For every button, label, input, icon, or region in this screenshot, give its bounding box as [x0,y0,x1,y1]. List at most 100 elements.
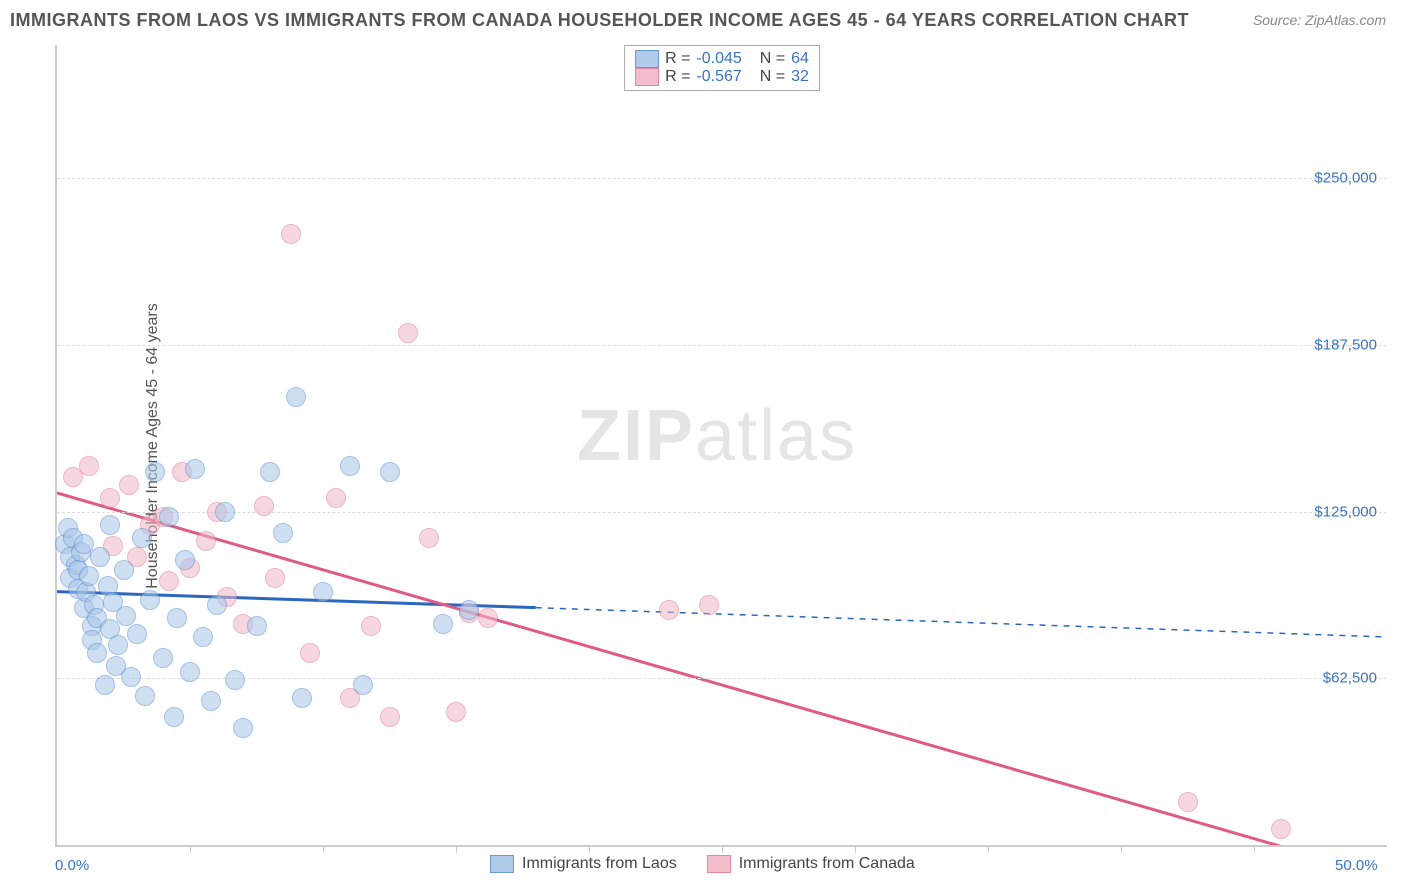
watermark-light: atlas [695,396,857,476]
x-tick [1254,845,1255,853]
x-tick-label: 50.0% [1335,857,1378,874]
laos-point [87,643,107,663]
laos-point [145,462,165,482]
swatch-laos-icon [635,50,659,68]
laos-point [459,600,479,620]
canada-point [380,707,400,727]
plot-area: ZIPatlas R = -0.045 N = 64 R = -0.567 N … [55,45,1387,847]
y-tick-label: $125,000 [1314,503,1377,520]
laos-point [340,456,360,476]
laos-point [108,635,128,655]
legend-label-laos: Immigrants from Laos [522,855,677,873]
laos-point [313,582,333,602]
gridline [57,345,1387,346]
y-tick-label: $187,500 [1314,337,1377,354]
legend-n-canada: 32 [791,68,809,86]
canada-point [1271,819,1291,839]
laos-point [380,462,400,482]
legend-row-laos: R = -0.045 N = 64 [635,50,809,68]
x-tick [988,845,989,853]
canada-point [300,643,320,663]
laos-point [215,502,235,522]
laos-point [286,387,306,407]
canada-point [79,456,99,476]
laos-point [100,515,120,535]
canada-point [265,568,285,588]
regression-lines [57,45,1387,845]
laos-point [193,627,213,647]
x-tick [855,845,856,853]
laos-point [207,595,227,615]
canada-point [100,488,120,508]
laos-point [433,614,453,634]
legend-r-canada: -0.567 [696,68,741,86]
canada-point [196,531,216,551]
laos-point [175,550,195,570]
canada-point [361,616,381,636]
laos-point [114,560,134,580]
legend-label-canada: Immigrants from Canada [739,855,915,873]
y-tick-label: $250,000 [1314,170,1377,187]
laos-point [159,507,179,527]
laos-point [164,707,184,727]
y-tick-label: $62,500 [1323,670,1377,687]
swatch-canada-icon [635,68,659,86]
canada-point [254,496,274,516]
canada-point [659,600,679,620]
legend-r-label: R = [665,50,690,68]
legend-r-label: R = [665,68,690,86]
canada-point [419,528,439,548]
laos-point [95,675,115,695]
laos-point [260,462,280,482]
x-tick [323,845,324,853]
canada-point [159,571,179,591]
canada-point [119,475,139,495]
swatch-laos-icon [490,855,514,873]
laos-point [121,667,141,687]
laos-point [135,686,155,706]
x-tick [589,845,590,853]
canada-point [398,323,418,343]
laos-point [201,691,221,711]
legend-row-canada: R = -0.567 N = 32 [635,68,809,86]
x-tick [456,845,457,853]
swatch-canada-icon [707,855,731,873]
laos-point [167,608,187,628]
legend-n-label: N = [760,50,785,68]
canada-point [446,702,466,722]
gridline [57,678,1387,679]
laos-point [292,688,312,708]
canada-point [1178,792,1198,812]
laos-point [140,590,160,610]
laos-point [180,662,200,682]
legend-item-laos: Immigrants from Laos [490,855,677,873]
canada-point [281,224,301,244]
laos-point [273,523,293,543]
x-tick-label: 0.0% [55,857,89,874]
legend-item-canada: Immigrants from Canada [707,855,915,873]
source-label: Source: ZipAtlas.com [1253,12,1386,28]
watermark: ZIPatlas [577,395,857,477]
laos-point [153,648,173,668]
legend-n-laos: 64 [791,50,809,68]
chart-title: IMMIGRANTS FROM LAOS VS IMMIGRANTS FROM … [10,10,1189,31]
series-legend: Immigrants from Laos Immigrants from Can… [490,855,915,873]
correlation-legend: R = -0.045 N = 64 R = -0.567 N = 32 [624,45,820,91]
watermark-bold: ZIP [577,396,695,476]
legend-r-laos: -0.045 [696,50,741,68]
laos-point [233,718,253,738]
gridline [57,178,1387,179]
canada-point [326,488,346,508]
laos-point [79,566,99,586]
laos-point [353,675,373,695]
x-tick [722,845,723,853]
laos-point [90,547,110,567]
canada-point [699,595,719,615]
laos-point [185,459,205,479]
x-tick [1121,845,1122,853]
laos-point [225,670,245,690]
laos-point [127,624,147,644]
laos-point [116,606,136,626]
legend-n-label: N = [760,68,785,86]
canada-point [478,608,498,628]
